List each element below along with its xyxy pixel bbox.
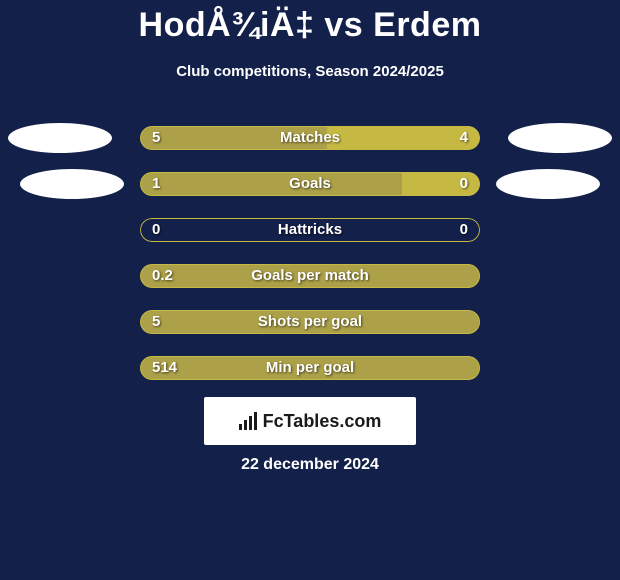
avatar-left-1 bbox=[20, 169, 124, 199]
stat-label: Hattricks bbox=[140, 218, 480, 242]
bar-left bbox=[140, 310, 480, 334]
stat-row: 5Shots per goal bbox=[140, 310, 480, 334]
avatar-left-0 bbox=[8, 123, 112, 153]
stat-value-right: 0 bbox=[448, 172, 480, 196]
avatar-right-1 bbox=[496, 169, 600, 199]
bar-left bbox=[140, 172, 402, 196]
bar-left bbox=[140, 356, 480, 380]
branding-text: FcTables.com bbox=[263, 411, 382, 432]
page-title: HodÅ¾iÄ‡ vs Erdem bbox=[0, 0, 620, 45]
stat-value-left: 1 bbox=[140, 172, 172, 196]
stat-value-left: 514 bbox=[140, 356, 189, 380]
branding-badge: FcTables.com bbox=[204, 397, 416, 445]
subtitle: Club competitions, Season 2024/2025 bbox=[0, 63, 620, 80]
bar-border bbox=[140, 218, 480, 242]
bar-left bbox=[140, 264, 480, 288]
stat-value-left: 0.2 bbox=[140, 264, 185, 288]
stat-row: 10Goals bbox=[140, 172, 480, 196]
stat-value-left: 5 bbox=[140, 310, 172, 334]
bars-icon bbox=[239, 412, 257, 430]
comparison-card: HodÅ¾iÄ‡ vs Erdem Club competitions, Sea… bbox=[0, 0, 620, 580]
stat-row: 0 0Hattricks bbox=[140, 218, 480, 242]
stat-row: 54Matches bbox=[140, 126, 480, 150]
date-label: 22 december 2024 bbox=[0, 456, 620, 474]
stat-value-left: 5 bbox=[140, 126, 172, 150]
stat-value-right: 4 bbox=[448, 126, 480, 150]
stat-value-right: 0 bbox=[448, 218, 480, 242]
avatar-right-0 bbox=[508, 123, 612, 153]
stat-row: 0.2Goals per match bbox=[140, 264, 480, 288]
stat-value-left: 0 bbox=[140, 218, 172, 242]
stat-row: 514Min per goal bbox=[140, 356, 480, 380]
